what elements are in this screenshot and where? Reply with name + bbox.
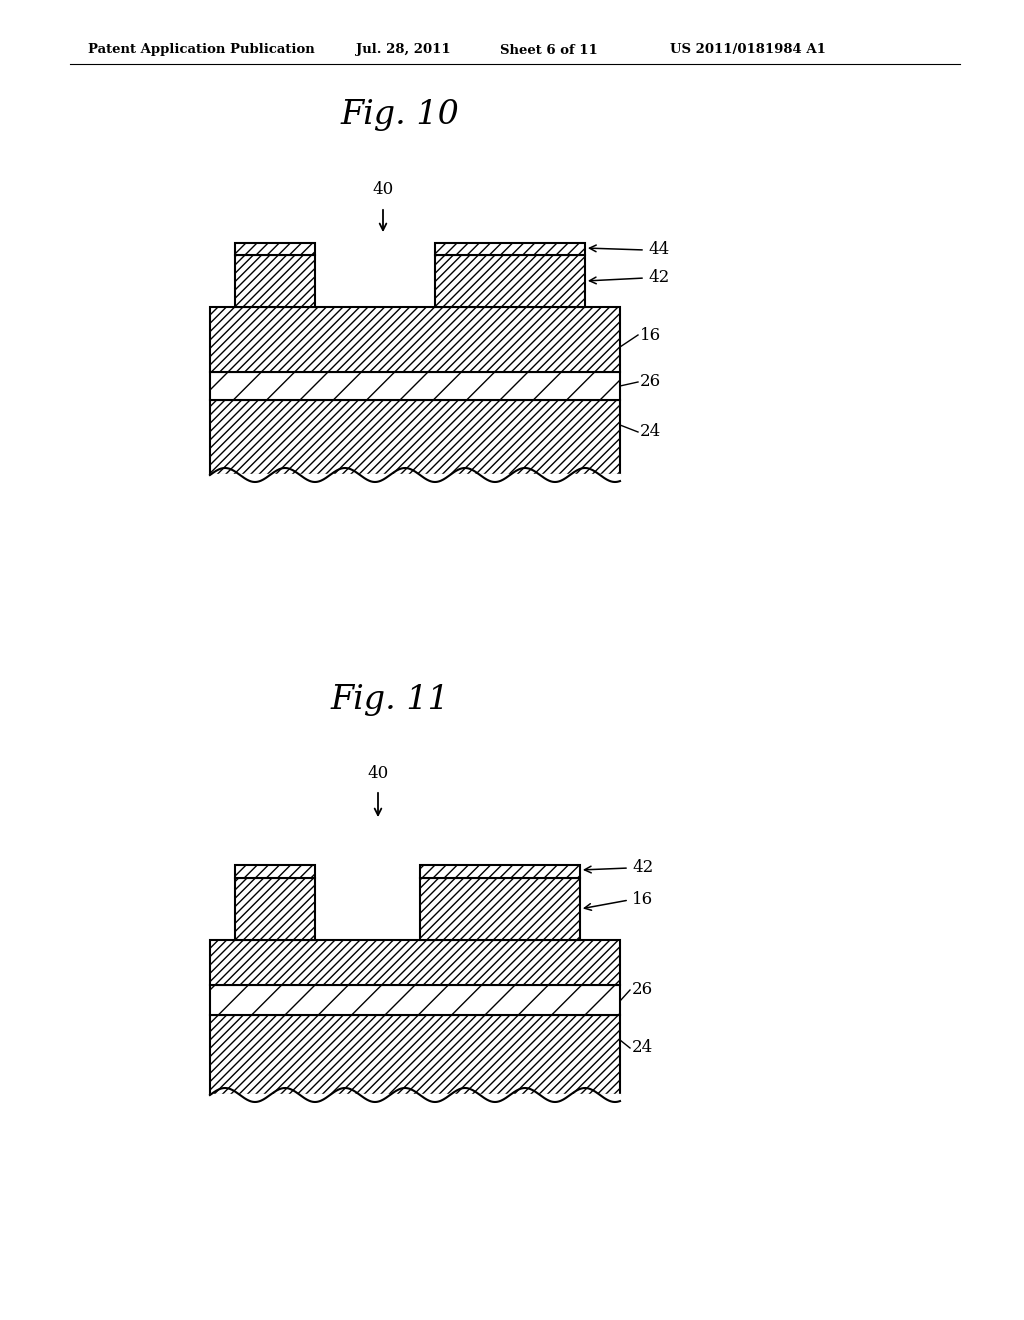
Text: Jul. 28, 2011: Jul. 28, 2011 [356, 44, 451, 57]
Text: 44: 44 [648, 242, 670, 259]
Polygon shape [234, 865, 315, 878]
Text: 42: 42 [648, 269, 670, 286]
Text: 40: 40 [373, 181, 393, 198]
Text: Patent Application Publication: Patent Application Publication [88, 44, 314, 57]
Text: Fig. 10: Fig. 10 [341, 99, 460, 131]
Polygon shape [435, 243, 585, 255]
Text: Fig. 11: Fig. 11 [331, 684, 450, 715]
Text: 26: 26 [640, 374, 662, 391]
Text: 16: 16 [632, 891, 653, 908]
Polygon shape [210, 308, 620, 372]
Text: 26: 26 [632, 982, 653, 998]
Text: US 2011/0181984 A1: US 2011/0181984 A1 [670, 44, 826, 57]
Polygon shape [234, 255, 315, 308]
Polygon shape [234, 243, 315, 255]
Polygon shape [420, 878, 580, 940]
Polygon shape [210, 1015, 620, 1096]
Polygon shape [234, 878, 315, 940]
Polygon shape [210, 372, 620, 400]
Polygon shape [210, 985, 620, 1015]
Text: 40: 40 [368, 764, 389, 781]
Text: Sheet 6 of 11: Sheet 6 of 11 [500, 44, 598, 57]
Text: 24: 24 [640, 424, 662, 441]
Polygon shape [435, 255, 585, 308]
Text: 24: 24 [632, 1040, 653, 1056]
Polygon shape [420, 865, 580, 878]
Polygon shape [210, 940, 620, 985]
Text: 16: 16 [640, 326, 662, 343]
Text: 42: 42 [632, 859, 653, 876]
Polygon shape [210, 400, 620, 475]
